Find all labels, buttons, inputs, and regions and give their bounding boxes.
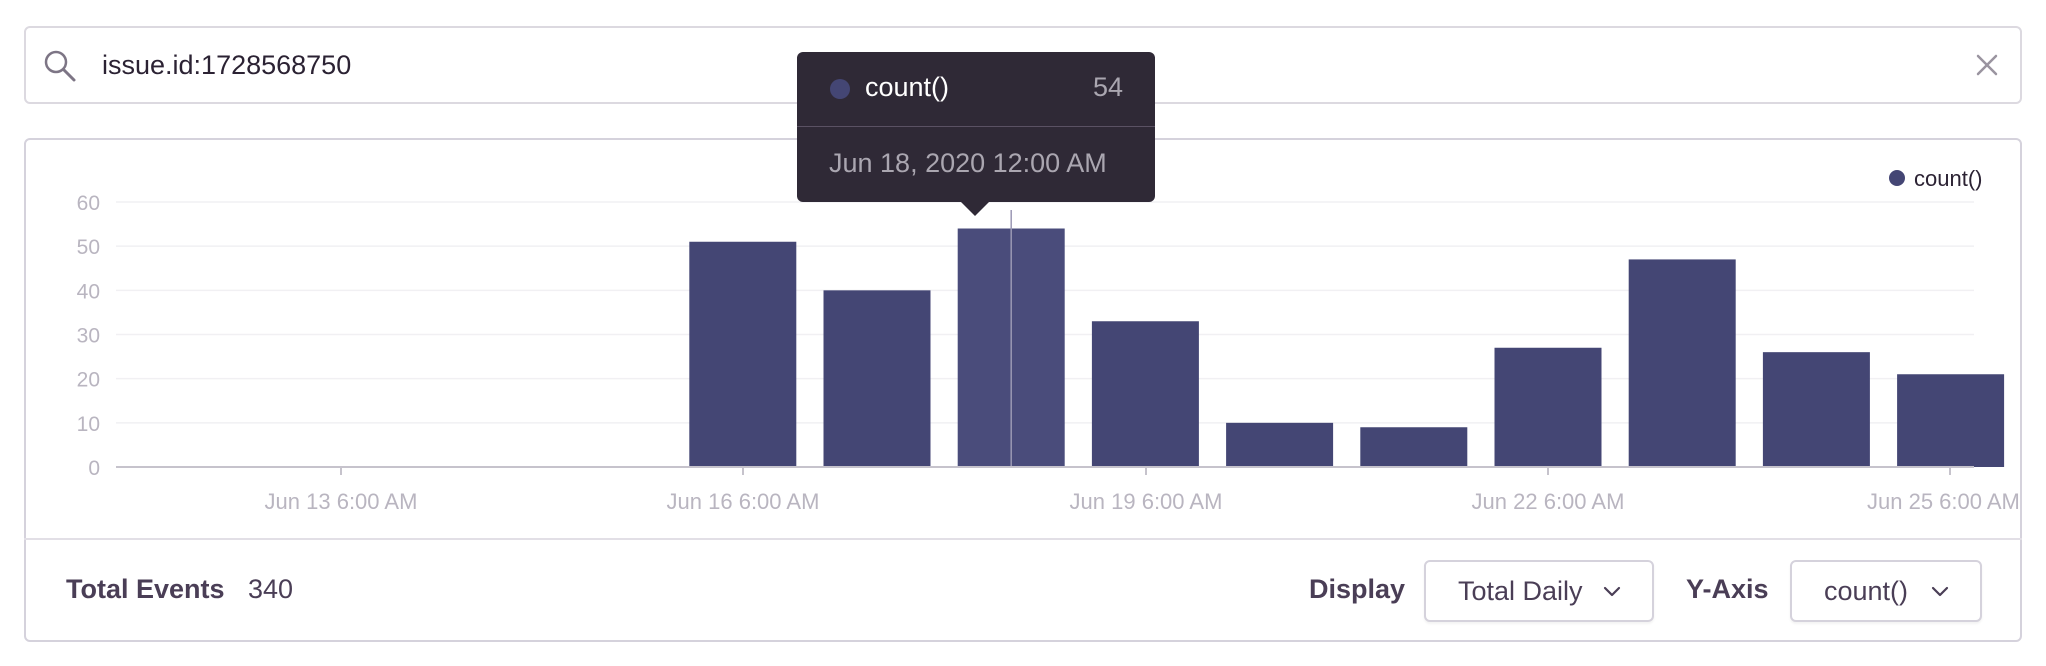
y-tick-label: 10: [77, 413, 100, 436]
chart-bar[interactable]: [1091, 321, 1199, 467]
display-dropdown[interactable]: Total Daily: [1424, 560, 1654, 622]
x-tick-label: Jun 13 6:00 AM: [265, 489, 418, 514]
chart-bar[interactable]: [1628, 259, 1736, 467]
y-tick-label: 50: [77, 236, 100, 259]
chevron-down-icon: [1603, 586, 1621, 597]
chart-legend[interactable]: count(): [1889, 166, 1982, 191]
display-dropdown-value: Total Daily: [1458, 576, 1583, 606]
tooltip-date: Jun 18, 2020 12:00 AM: [829, 148, 1107, 178]
x-tick-label: Jun 16 6:00 AM: [667, 489, 820, 514]
display-label: Display: [1309, 574, 1406, 604]
chart-bar[interactable]: [1762, 352, 1870, 467]
chart-tooltip: count() 54 Jun 18, 2020 12:00 AM: [797, 52, 1155, 202]
chart-bar[interactable]: [1897, 374, 2005, 467]
chart-bar[interactable]: [1494, 347, 1602, 467]
y-axis-label: Y-Axis: [1686, 574, 1769, 604]
legend-label: count(): [1914, 166, 1982, 191]
y-tick-label: 30: [77, 325, 100, 348]
y-axis: 0 10 20 30 40 50 60: [77, 192, 100, 480]
tooltip-arrow: [960, 201, 990, 216]
y-tick-label: 20: [77, 369, 100, 392]
tooltip-value: 54: [1092, 72, 1123, 102]
chart-footer: Total Events 340 Display Total Daily Y-A…: [24, 538, 2022, 642]
y-tick-label: 60: [77, 192, 100, 215]
events-chart: 0 10 20 30 40 50 60 Jun 13 6:00 AM Jun 16 6:00 …: [77, 166, 2020, 514]
x-tick-label: Jun 25 6:00 AM: [1867, 489, 2020, 514]
tooltip-series-marker: [830, 79, 850, 99]
legend-marker: [1889, 170, 1905, 186]
search-icon: [44, 50, 76, 82]
x-axis: Jun 13 6:00 AM Jun 16 6:00 AM Jun 19 6:00 …: [116, 466, 2020, 514]
y-tick-label: 40: [77, 280, 100, 303]
chart-bar[interactable]: [689, 241, 797, 467]
total-events-label: Total Events: [66, 574, 225, 604]
y-axis-dropdown-value: count(): [1824, 576, 1909, 606]
tooltip-series-row: count() 54: [797, 52, 1155, 127]
chart-bar[interactable]: [1360, 427, 1468, 467]
close-icon[interactable]: [1972, 50, 2002, 80]
y-axis-dropdown[interactable]: count(): [1790, 560, 1982, 622]
total-events-value: 340: [248, 574, 294, 604]
chart-bar[interactable]: [823, 290, 931, 467]
x-tick-label: Jun 22 6:00 AM: [1472, 489, 1625, 514]
bars-layer[interactable]: [689, 210, 2005, 467]
chart-bar[interactable]: [1226, 422, 1334, 467]
tooltip-series-name: count(): [865, 72, 950, 102]
x-tick-label: Jun 19 6:00 AM: [1070, 489, 1223, 514]
chevron-down-icon: [1931, 586, 1949, 597]
y-tick-label: 0: [88, 457, 100, 480]
